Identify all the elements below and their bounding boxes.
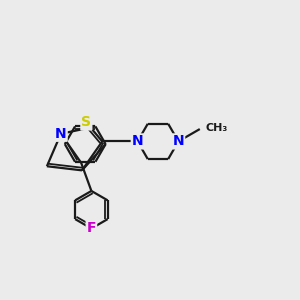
Text: S: S: [81, 116, 91, 130]
Text: N: N: [172, 134, 184, 148]
Text: CH₃: CH₃: [205, 123, 227, 133]
Text: N: N: [55, 127, 67, 141]
Text: N: N: [132, 134, 143, 148]
Text: F: F: [87, 221, 96, 236]
